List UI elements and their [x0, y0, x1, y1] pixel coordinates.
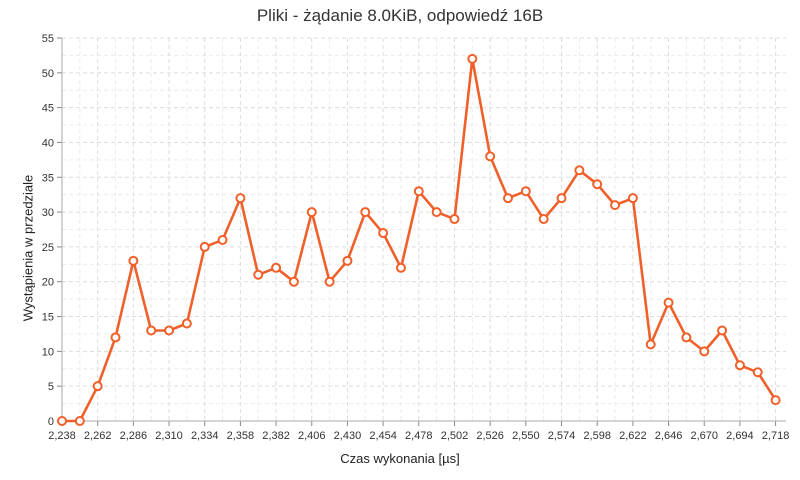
data-point	[645, 339, 656, 350]
data-point	[770, 395, 781, 406]
x-tick-label: 2,670	[690, 430, 718, 442]
data-point	[717, 325, 728, 336]
series-line	[62, 57, 777, 423]
x-tick-label: 2,598	[583, 430, 611, 442]
x-tick-label: 2,622	[619, 430, 647, 442]
data-point	[253, 269, 264, 280]
x-tick-label: 2,238	[48, 430, 76, 442]
x-tick-label: 2,478	[405, 430, 433, 442]
chart-title: Pliki - żądanie 8.0KiB, odpowiedź 16B	[256, 6, 544, 25]
y-tick-label: 15	[42, 312, 54, 324]
data-point	[663, 297, 674, 308]
y-tick-label: 10	[42, 346, 54, 358]
x-tick-label: 2,718	[762, 430, 790, 442]
x-tick-label: 2,262	[84, 430, 112, 442]
data-point	[502, 193, 513, 204]
x-tick-label: 2,502	[441, 430, 469, 442]
data-point	[306, 207, 317, 218]
x-tick-label: 2,358	[227, 430, 255, 442]
data-point	[92, 381, 103, 392]
data-point	[288, 276, 299, 287]
data-point	[752, 367, 763, 378]
data-point	[217, 234, 228, 245]
data-point	[360, 207, 371, 218]
x-tick-label: 2,454	[369, 430, 397, 442]
data-point	[449, 214, 460, 225]
data-point	[342, 255, 353, 266]
data-point	[538, 214, 549, 225]
data-point	[181, 318, 192, 329]
data-point	[110, 332, 121, 343]
data-point	[520, 186, 531, 197]
y-tick-label: 20	[42, 277, 54, 289]
y-tick-label: 55	[42, 33, 54, 45]
x-tick-label: 2,646	[655, 430, 683, 442]
data-point	[610, 200, 621, 211]
data-point	[485, 151, 496, 162]
y-tick-label: 0	[48, 416, 54, 428]
data-point	[699, 346, 710, 357]
data-point	[324, 276, 335, 287]
data-point	[74, 416, 85, 426]
data-point	[146, 325, 157, 336]
x-tick-label: 2,574	[548, 430, 576, 442]
x-tick-label: 2,430	[334, 430, 362, 442]
x-tick-label: 2,382	[262, 430, 290, 442]
y-tick-label: 25	[42, 242, 54, 254]
data-point	[467, 53, 478, 64]
data-point	[271, 262, 282, 273]
data-point	[57, 416, 67, 426]
x-tick-label: 2,310	[155, 430, 183, 442]
y-axis-label: Wystąpienia w przedziale	[20, 174, 36, 322]
data-point	[734, 360, 745, 371]
y-tick-label: 5	[48, 381, 54, 393]
data-point	[128, 255, 139, 266]
data-point	[395, 262, 406, 273]
data-point	[164, 325, 175, 336]
data-point	[592, 179, 603, 190]
x-tick-label: 2,694	[726, 430, 754, 442]
data-point	[574, 165, 585, 176]
x-axis-label: Czas wykonania [µs]	[340, 451, 460, 466]
data-point	[235, 193, 246, 204]
x-tick-label: 2,334	[191, 430, 219, 442]
data-point	[627, 193, 638, 204]
x-tick-label: 2,550	[512, 430, 540, 442]
data-point	[199, 241, 210, 252]
x-tick-label: 2,406	[298, 430, 326, 442]
y-tick-label: 50	[42, 68, 54, 80]
data-point	[556, 193, 567, 204]
x-tick-label: 2,286	[120, 430, 148, 442]
y-tick-label: 45	[42, 103, 54, 115]
data-point	[413, 186, 424, 197]
data-point	[431, 207, 442, 218]
y-tick-label: 40	[42, 137, 54, 149]
data-point	[378, 227, 389, 238]
x-tick-label: 2,526	[476, 430, 504, 442]
data-point	[681, 332, 692, 343]
y-tick-label: 35	[42, 172, 54, 184]
y-tick-label: 30	[42, 207, 54, 219]
